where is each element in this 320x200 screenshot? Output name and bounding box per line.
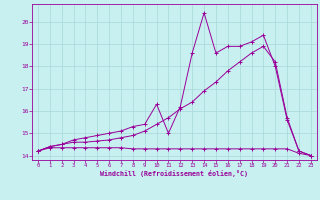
X-axis label: Windchill (Refroidissement éolien,°C): Windchill (Refroidissement éolien,°C) <box>100 170 248 177</box>
